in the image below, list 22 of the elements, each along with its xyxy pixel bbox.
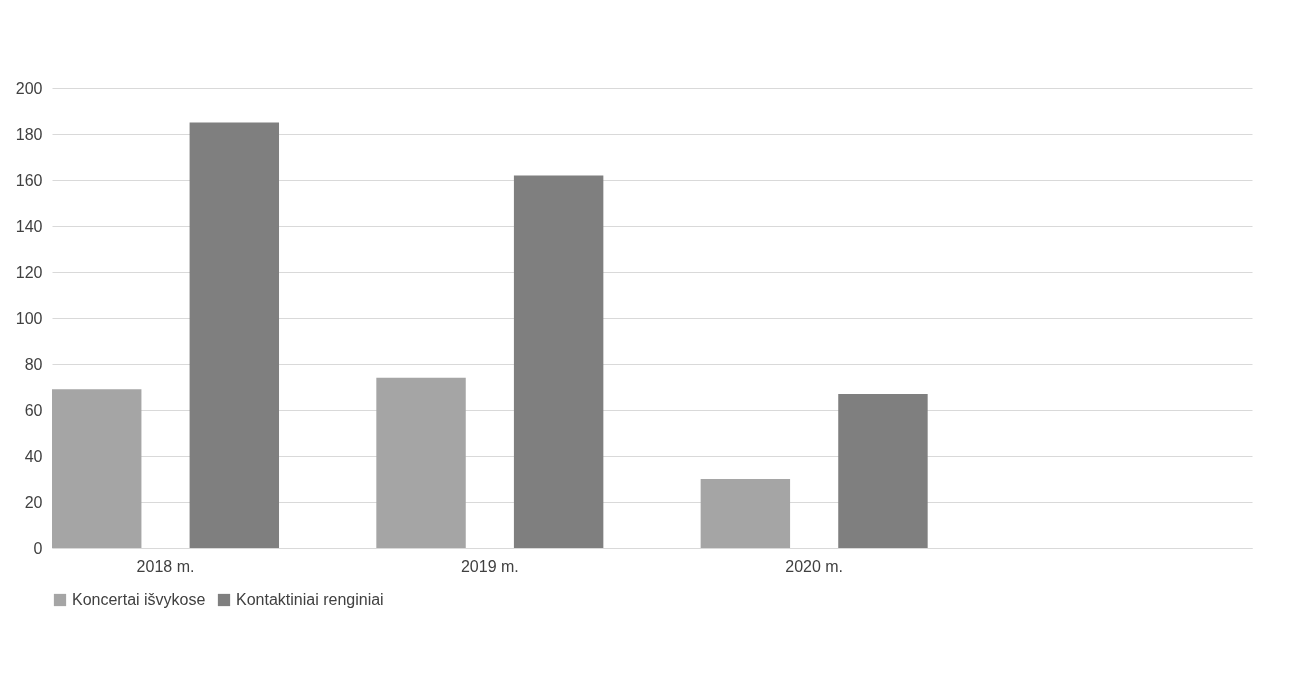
y-tick-label: 120 bbox=[15, 263, 43, 281]
bar bbox=[376, 377, 466, 548]
bar bbox=[189, 122, 280, 548]
y-tick-label: 80 bbox=[24, 355, 43, 373]
y-tick-label: 0 bbox=[33, 539, 43, 557]
y-tick-label: 180 bbox=[15, 125, 43, 143]
y-tick-label: 140 bbox=[15, 217, 43, 235]
x-tick-label: 2020 m. bbox=[785, 557, 844, 575]
legend-label: Kontaktiniai renginiai bbox=[236, 591, 384, 608]
bar bbox=[838, 393, 928, 548]
x-tick-label: 2019 m. bbox=[460, 557, 519, 575]
bar bbox=[700, 479, 791, 548]
y-tick-label: 60 bbox=[24, 401, 43, 419]
y-tick-label: 200 bbox=[15, 79, 43, 97]
x-tick-label: 2018 m. bbox=[136, 557, 195, 575]
bar bbox=[513, 175, 604, 548]
y-tick-label: 160 bbox=[15, 171, 43, 189]
y-tick-label: 20 bbox=[24, 493, 43, 511]
y-tick-label: 40 bbox=[24, 447, 43, 465]
y-tick-label: 100 bbox=[15, 309, 43, 327]
bar bbox=[52, 389, 142, 548]
legend-label: Koncertai išvykose bbox=[72, 591, 206, 608]
